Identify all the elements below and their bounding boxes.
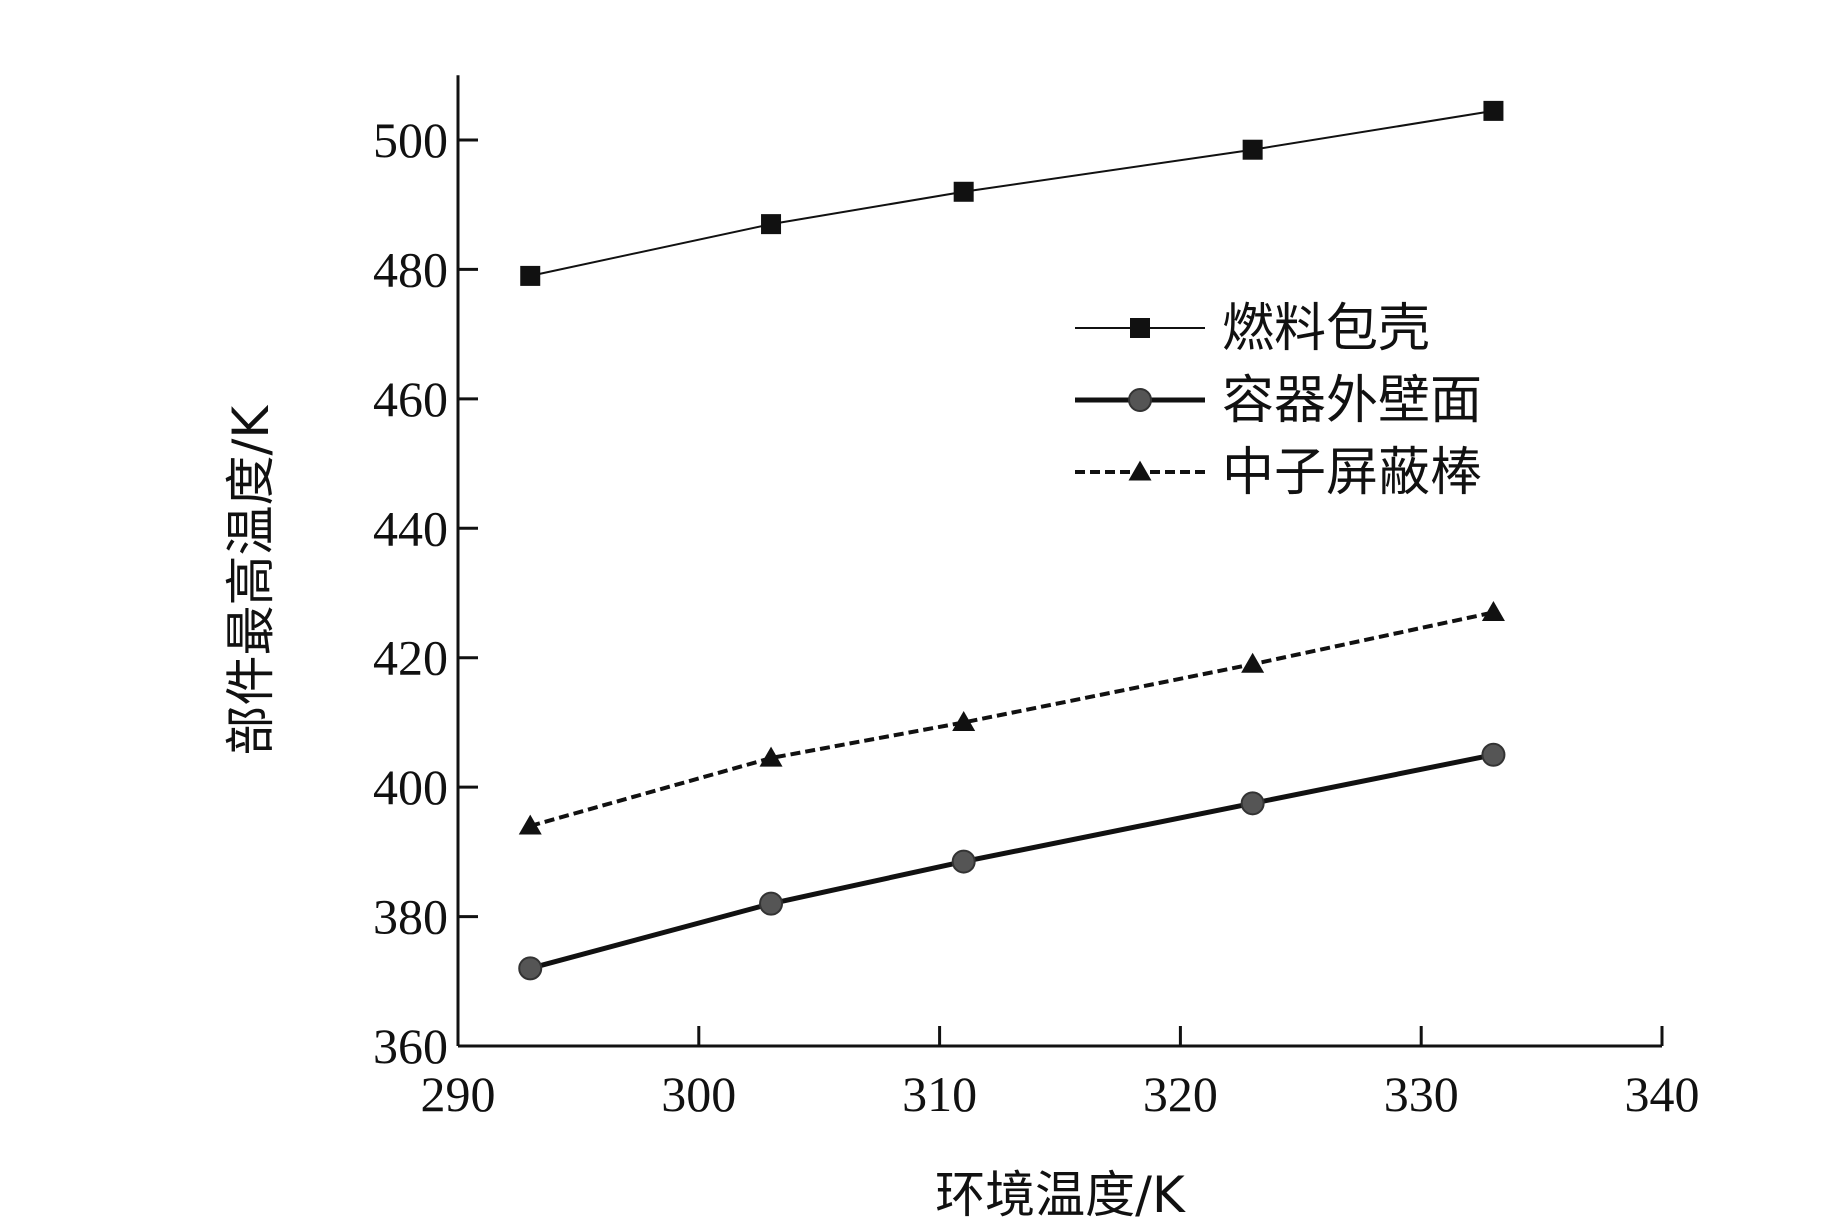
legend-marker (1128, 388, 1152, 412)
data-point (1242, 139, 1263, 160)
data-point (953, 181, 974, 202)
y-tick-label: 420 (373, 630, 448, 686)
series-line (530, 109, 1494, 277)
y-tick-label: 440 (373, 500, 448, 556)
legend-item-fuel-cladding: 燃料包壳 (1075, 299, 1430, 359)
data-point (1481, 742, 1506, 767)
series-fuel-cladding (520, 100, 1504, 286)
y-axis-title: 部件最高温度/K (222, 405, 280, 756)
data-point (520, 265, 541, 286)
series-line (529, 752, 1494, 971)
data-point (759, 746, 783, 767)
y-tick-label: 460 (373, 371, 448, 427)
legend-item-vessel-outer-wall: 容器外壁面 (1075, 371, 1482, 431)
legend-marker (1130, 318, 1150, 338)
series-neutron-shield-rod (518, 601, 1505, 835)
data-point (518, 814, 542, 835)
x-tick-label: 330 (1384, 1066, 1459, 1122)
legend-label: 中子屏蔽棒 (1222, 443, 1482, 503)
legend-label: 容器外壁面 (1222, 371, 1482, 431)
y-tick-label: 360 (373, 1018, 448, 1074)
legend-marker (1128, 460, 1152, 481)
y-tick-label: 480 (373, 241, 448, 297)
series-vessel-outer-wall (518, 742, 1506, 981)
x-tick-label: 340 (1625, 1066, 1700, 1122)
y-tick-label: 400 (373, 759, 448, 815)
data-point (952, 711, 976, 731)
y-tick-label: 500 (373, 112, 448, 168)
x-tick-label: 300 (661, 1066, 736, 1122)
data-point (1483, 100, 1504, 121)
axes: 290 300 310 320 330 340 360 380 400 420 440 460 480 5… (373, 75, 1700, 1122)
x-axis-title: 环境温度/K (935, 1166, 1186, 1224)
data-point (1241, 652, 1265, 673)
series-layer (518, 100, 1506, 981)
data-point (951, 849, 976, 874)
data-point (759, 891, 784, 916)
x-tick-label: 320 (1143, 1066, 1218, 1122)
legend-label: 燃料包壳 (1222, 299, 1430, 359)
legend-item-neutron-shield-rod: 中子屏蔽棒 (1075, 443, 1482, 503)
x-tick-label: 290 (421, 1066, 496, 1122)
series-line (529, 610, 1494, 828)
y-tick-label: 380 (373, 889, 448, 945)
data-point (761, 214, 782, 235)
x-tick-label: 310 (902, 1066, 977, 1122)
data-point (1481, 601, 1505, 621)
data-point (518, 956, 543, 981)
data-point (1240, 791, 1265, 816)
